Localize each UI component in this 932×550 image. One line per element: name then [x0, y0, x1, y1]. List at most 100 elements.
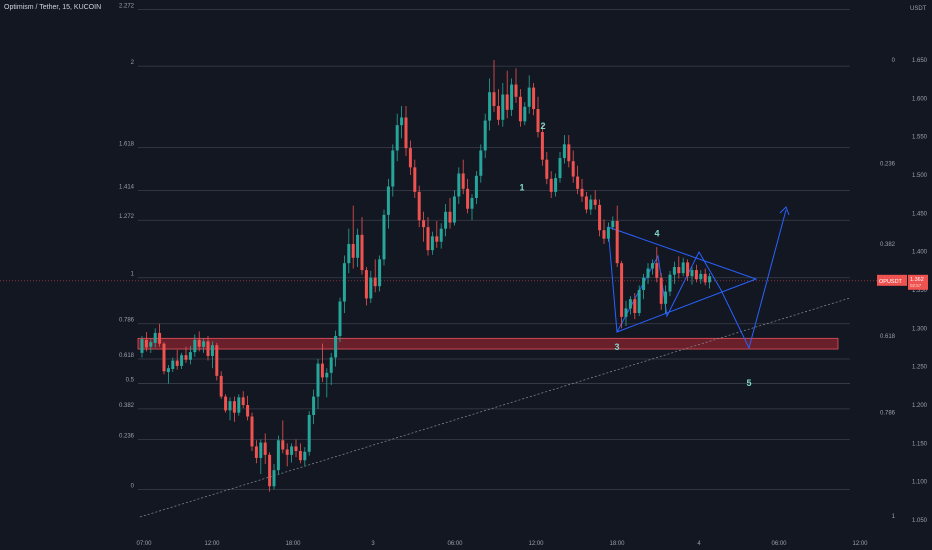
price-tick-label: 1.300 [912, 326, 928, 332]
candle-body [325, 372, 329, 378]
candle-body [536, 109, 540, 133]
candle-body [589, 199, 593, 210]
candle-body [545, 159, 549, 179]
candle-body [694, 270, 698, 280]
candle-body [180, 355, 184, 366]
projection-path [720, 209, 787, 350]
candle-body [162, 343, 166, 372]
candle-body [650, 263, 654, 269]
candle-body [518, 96, 522, 122]
candle-body [210, 345, 214, 356]
candle-body [197, 339, 201, 347]
price-tick-label: 1.100 [912, 480, 928, 486]
candle-body [149, 342, 153, 347]
chart-title: Optimism / Tether, 15, KUCOIN [4, 4, 102, 11]
candle-body [615, 221, 619, 264]
candle-body [501, 94, 505, 120]
symbol-tag [877, 274, 907, 286]
candle-body [166, 368, 170, 373]
candles-layer [140, 60, 712, 492]
candle-body [241, 397, 245, 406]
fib-retracement-labels: 0 0.236 0.382 0.618 0.786 1 [880, 58, 896, 520]
time-tick-label: 12:00 [204, 541, 220, 547]
fib-level-label: 0 [131, 483, 135, 489]
wave-labels-layer: 1 2 3 4 5 [519, 121, 751, 388]
candle-body [699, 273, 703, 280]
candle-body [417, 191, 421, 221]
symmetrical-triangle [607, 226, 758, 333]
candle-body [488, 92, 492, 121]
candle-body [404, 117, 408, 149]
fib-right-label: 0.786 [880, 411, 896, 417]
candle-body [505, 94, 509, 110]
candle-body [435, 236, 439, 242]
candle-body [259, 442, 263, 458]
candle-body [439, 228, 443, 242]
candle-body [254, 446, 258, 458]
candle-body [633, 299, 637, 314]
candle-body [144, 339, 148, 348]
candle-body [686, 262, 690, 277]
candle-body [268, 454, 272, 487]
candle-body [237, 397, 241, 413]
candle-body [276, 440, 280, 471]
candle-body [338, 301, 342, 337]
candle-body [593, 199, 597, 205]
time-tick-label: 12:00 [528, 541, 544, 547]
candle-body [470, 198, 474, 209]
candle-body [598, 204, 602, 231]
price-tick-label: 1.350 [912, 288, 928, 294]
candle-body [527, 87, 531, 107]
symbol-tag-text: OPUSDT [879, 279, 903, 285]
candle-body [232, 401, 236, 413]
time-tick-label: 3 [371, 541, 375, 547]
candle-body [395, 125, 399, 151]
candle-body [426, 227, 430, 251]
candle-body [413, 167, 417, 192]
candle-body [303, 451, 307, 461]
wave-label: 3 [614, 342, 619, 352]
fib-right-label: 0.236 [880, 162, 896, 168]
quote-currency-label: USDT [910, 6, 927, 12]
candle-body [400, 117, 404, 126]
candle-body [690, 270, 694, 277]
fib-level-label: 2 [131, 60, 135, 66]
candle-body [364, 270, 368, 299]
candle-body [664, 291, 668, 304]
candle-body [483, 120, 487, 151]
time-tick-label: 06:00 [447, 541, 463, 547]
candle-body [373, 277, 377, 287]
candle-body [356, 234, 360, 258]
candle-body [153, 332, 157, 343]
candle-body [448, 211, 452, 223]
candle-body [510, 84, 514, 110]
candle-body [307, 414, 311, 452]
fib-level-label: 1.272 [119, 214, 135, 220]
candle-body [461, 173, 465, 189]
candle-body [452, 196, 456, 223]
candle-body [492, 92, 496, 107]
candle-body [611, 221, 615, 228]
fib-level-label: 2.272 [119, 3, 135, 9]
candle-body [567, 144, 571, 162]
price-tick-label: 1.500 [912, 173, 928, 179]
candle-body [250, 416, 254, 447]
price-tag-countdown: 02:57 [910, 283, 922, 288]
price-tick-label: 1.200 [912, 403, 928, 409]
fib-level-label: 1.618 [119, 141, 135, 147]
candle-body [677, 267, 681, 274]
candle-body [206, 341, 210, 356]
wave-label: 2 [540, 121, 545, 131]
candle-body [360, 234, 364, 271]
price-tick-label: 1.650 [912, 58, 928, 64]
candle-body [334, 336, 338, 358]
candle-body [466, 188, 470, 209]
time-tick-label: 07:00 [136, 541, 152, 547]
candle-body [549, 178, 553, 192]
candle-body [571, 161, 575, 177]
wave-label: 4 [654, 228, 659, 238]
candle-body [624, 308, 628, 317]
candle-body [430, 236, 434, 251]
fib-right-label: 0.382 [880, 242, 896, 248]
